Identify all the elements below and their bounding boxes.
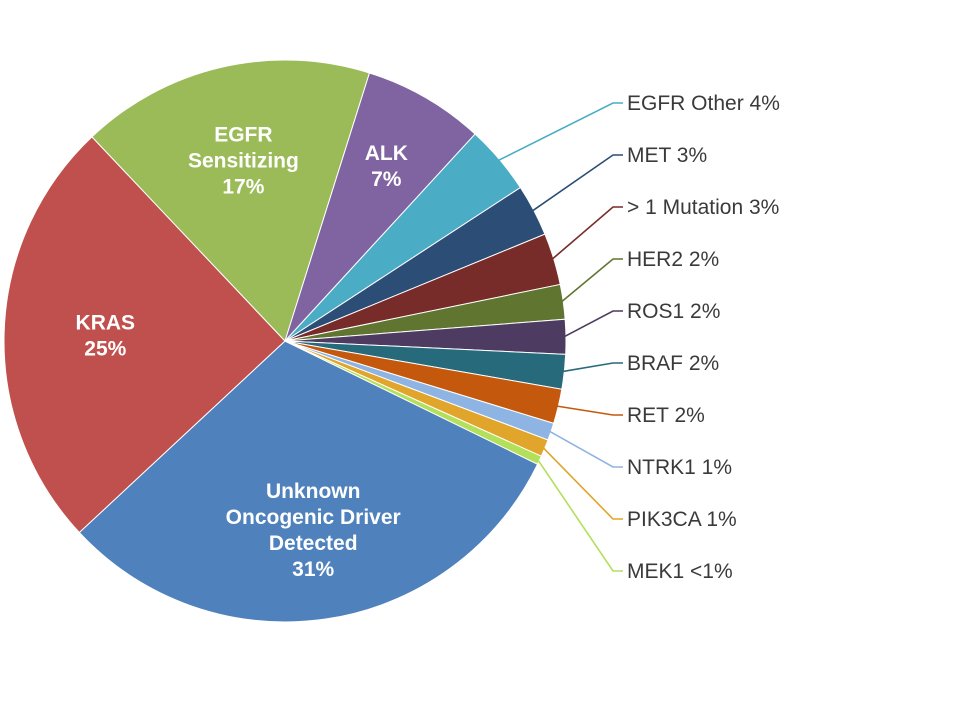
leader-line-met bbox=[531, 154, 623, 212]
slice-label-her2: HER2 2% bbox=[627, 248, 719, 271]
slice-labels: Unknown Oncogenic Driver Detected 31% KRAS 25… bbox=[76, 92, 780, 583]
slice-label-egfr-other: EGFR Other 4% bbox=[627, 92, 780, 115]
slice-alk bbox=[284, 72, 476, 342]
leader-line-mek1 bbox=[536, 458, 623, 572]
slice-egfr-sensitizing bbox=[91, 59, 371, 342]
pie-slices bbox=[3, 59, 567, 623]
slice-label-ret: RET 2% bbox=[627, 404, 705, 427]
slice-label-unknown-oncogenic-driver-detected: Unknown Oncogenic Driver Detected 31% bbox=[226, 480, 401, 581]
slice-mek1 bbox=[284, 340, 542, 465]
leader-line-ret bbox=[556, 405, 623, 416]
leader-line-ros1 bbox=[563, 310, 623, 338]
leader-lines bbox=[497, 102, 623, 572]
slice-label-ros1: ROS1 2% bbox=[627, 300, 720, 323]
leader-line-ntrk1 bbox=[548, 430, 623, 468]
leader-line-egfr-other bbox=[497, 102, 623, 162]
slice-label-braf: BRAF 2% bbox=[627, 352, 719, 375]
leader-line-braf bbox=[562, 362, 623, 373]
leader-line-1-mutation bbox=[551, 206, 623, 261]
slice-unknown-oncogenic-driver-detected bbox=[78, 340, 539, 623]
slice-label-met: MET 3% bbox=[627, 144, 707, 167]
slice-label-1-mutation: > 1 Mutation 3% bbox=[627, 196, 779, 219]
slice-label-pik3ca: PIK3CA 1% bbox=[627, 508, 737, 531]
leader-line-pik3ca bbox=[542, 446, 623, 520]
slice-label-egfr-sensitizing: EGFR Sensitizing 17% bbox=[188, 123, 299, 198]
leader-line-her2 bbox=[560, 258, 623, 303]
slice-label-ntrk1: NTRK1 1% bbox=[627, 456, 732, 479]
slice-kras bbox=[3, 136, 286, 534]
slice-label-alk: ALK 7% bbox=[365, 142, 408, 191]
slice-label-mek1: MEK1 <1% bbox=[627, 560, 733, 583]
slice-label-kras: KRAS 25% bbox=[76, 311, 136, 360]
